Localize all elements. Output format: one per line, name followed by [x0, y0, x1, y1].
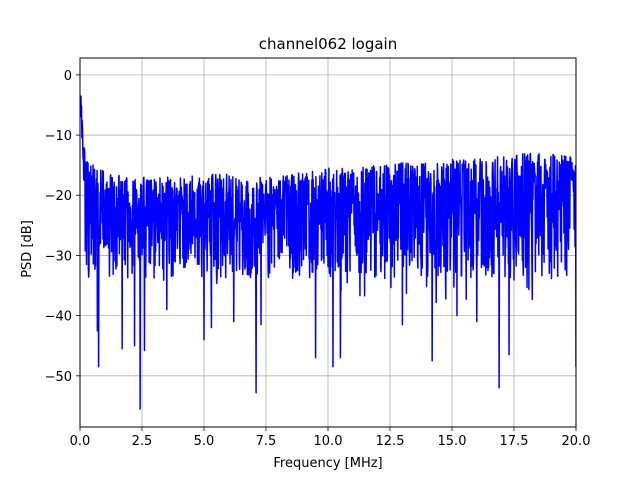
y-tick-label: −10 [45, 129, 72, 144]
x-tick-label: 20.0 [562, 434, 591, 449]
plot-area [80, 95, 576, 410]
x-tick-label: 0.0 [70, 434, 91, 449]
y-axis-label: PSD [dB] [20, 220, 35, 278]
x-tick-label: 5.0 [194, 434, 215, 449]
x-axis-label: Frequency [MHz] [273, 456, 382, 471]
x-tick-label: 7.5 [256, 434, 277, 449]
x-tick-label: 10.0 [314, 434, 343, 449]
x-tick-label: 12.5 [376, 434, 405, 449]
x-tick-label: 17.5 [500, 434, 529, 449]
psd-series-line [80, 95, 576, 410]
y-tick-label: −40 [45, 310, 72, 325]
x-tick-label: 15.0 [438, 434, 467, 449]
x-tick-label: 2.5 [132, 434, 153, 449]
chart-title: channel062 logain [259, 35, 398, 53]
y-tick-label: 0 [64, 69, 72, 84]
ticks: 0.0 2.5 5.0 7.5 10.0 12.5 15.0 17.5 20.0 0 −10 −20 −… [45, 69, 591, 449]
y-tick-label: −50 [45, 370, 72, 385]
y-tick-label: −30 [45, 249, 72, 264]
y-tick-label: −20 [45, 189, 72, 204]
